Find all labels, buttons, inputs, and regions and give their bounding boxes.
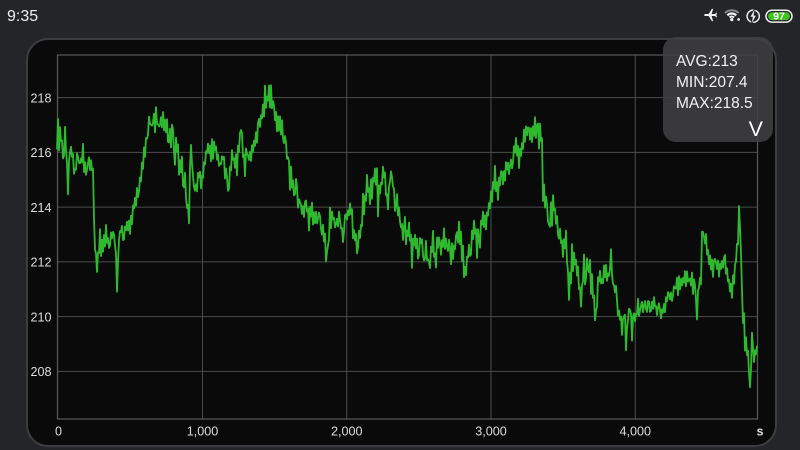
svg-text:216: 216 (30, 146, 51, 160)
svg-text:210: 210 (30, 310, 51, 324)
svg-text:0: 0 (55, 425, 62, 439)
svg-text:214: 214 (30, 201, 51, 215)
svg-text:1,000: 1,000 (187, 425, 219, 439)
svg-text:218: 218 (30, 91, 51, 105)
svg-text:s: s (756, 425, 763, 439)
svg-text:3,000: 3,000 (475, 425, 507, 439)
svg-text:97: 97 (773, 11, 785, 23)
svg-text:212: 212 (30, 256, 51, 270)
svg-text:2,000: 2,000 (331, 425, 363, 439)
svg-text:208: 208 (30, 365, 51, 379)
svg-text:4,000: 4,000 (619, 425, 651, 439)
